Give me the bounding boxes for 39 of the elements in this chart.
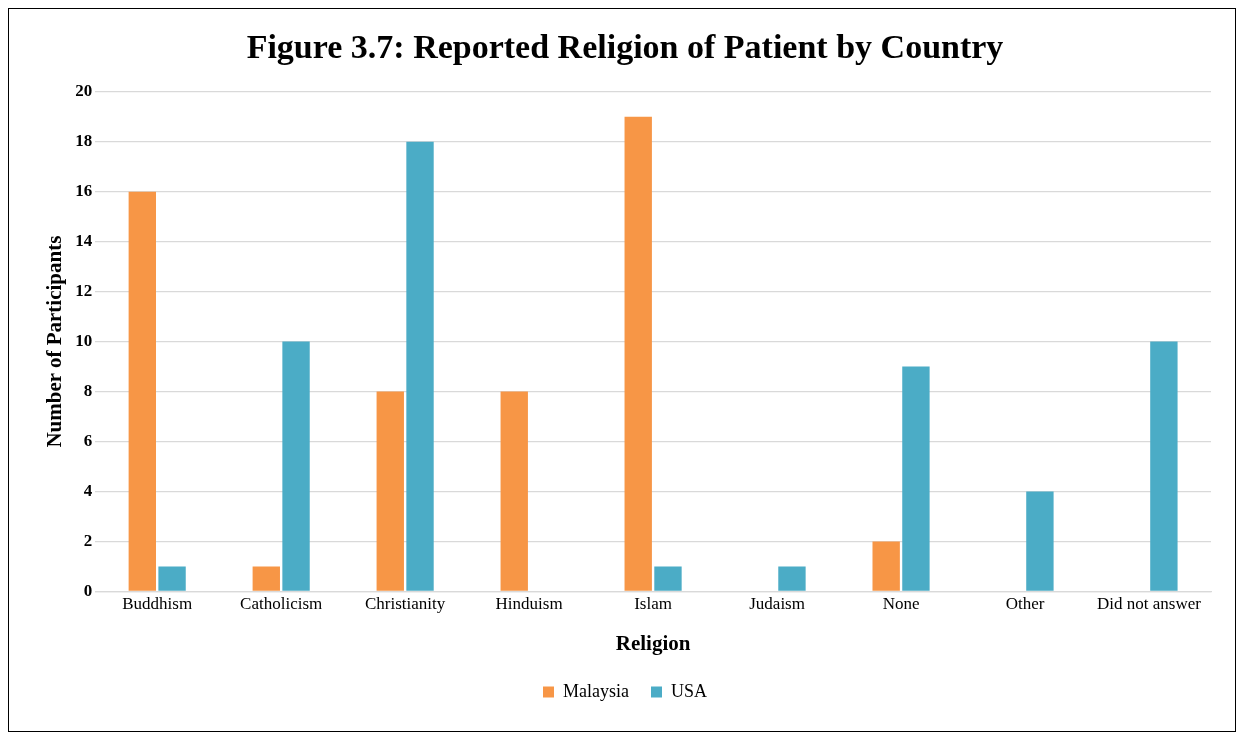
y-tick-label: 6 bbox=[83, 430, 93, 450]
y-tick-label: 20 bbox=[75, 81, 93, 101]
x-tick-label: Hinduism bbox=[495, 594, 563, 614]
bar bbox=[252, 566, 280, 591]
x-tick-label: Judaism bbox=[749, 594, 805, 614]
legend-label: USA bbox=[670, 680, 707, 701]
bar bbox=[1026, 491, 1054, 591]
x-axis-title: Religion bbox=[615, 630, 691, 655]
bar bbox=[406, 141, 434, 591]
y-tick-label: 10 bbox=[75, 330, 93, 350]
x-tick-label: Catholicism bbox=[240, 594, 323, 614]
x-tick-label: None bbox=[882, 594, 920, 614]
chart-title: Figure 3.7: Reported Religion of Patient by Country bbox=[246, 28, 1004, 66]
bar bbox=[778, 566, 806, 591]
legend-label: Malaysia bbox=[563, 680, 629, 701]
y-tick-label: 0 bbox=[83, 580, 93, 600]
bar bbox=[500, 391, 528, 591]
bar bbox=[128, 191, 156, 591]
bar bbox=[1150, 341, 1178, 591]
y-tick-label: 12 bbox=[75, 281, 93, 301]
bar bbox=[624, 116, 652, 591]
bar bbox=[158, 566, 186, 591]
y-tick-label: 4 bbox=[83, 480, 93, 500]
bar bbox=[282, 341, 310, 591]
y-axis-title: Number of Participants bbox=[42, 235, 67, 448]
bar bbox=[902, 366, 930, 591]
y-tick-label: 16 bbox=[75, 181, 93, 201]
x-tick-label: Islam bbox=[634, 594, 672, 614]
y-tick-label: 14 bbox=[75, 231, 93, 251]
x-tick-label: Christianity bbox=[365, 594, 446, 614]
x-tick-label: Other bbox=[1005, 594, 1045, 614]
y-tick-label: 18 bbox=[75, 131, 93, 151]
y-tick-label: 8 bbox=[83, 380, 93, 400]
bar bbox=[654, 566, 682, 591]
bar bbox=[376, 391, 404, 591]
x-tick-label: Buddhism bbox=[122, 594, 193, 614]
y-tick-label: 2 bbox=[83, 530, 93, 550]
bar bbox=[872, 541, 900, 591]
x-tick-label: Did not answer bbox=[1097, 594, 1202, 614]
